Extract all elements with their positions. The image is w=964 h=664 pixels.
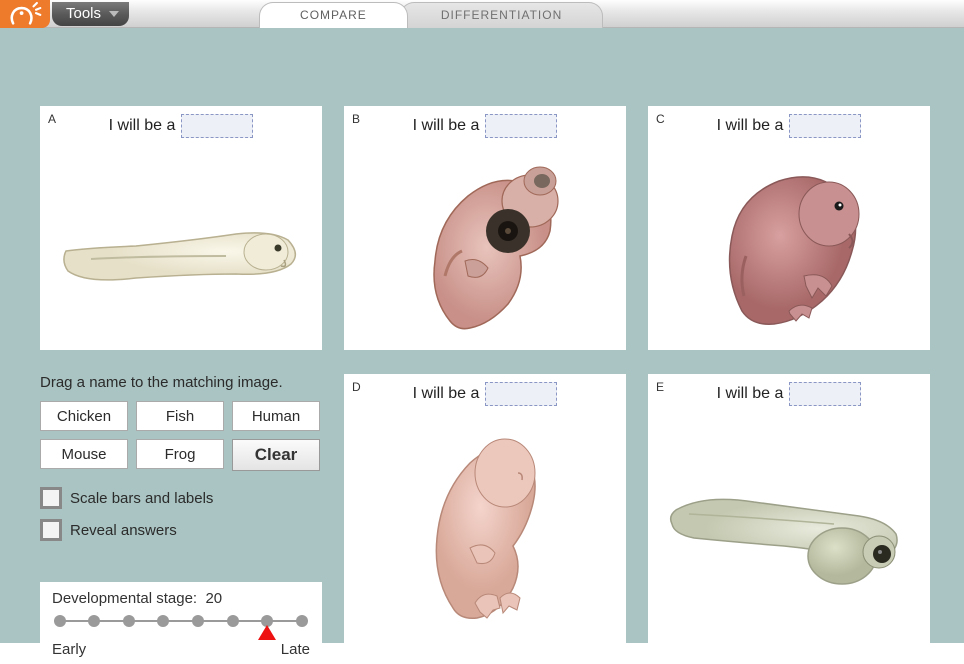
slider-tick (192, 615, 204, 627)
tools-menu-button[interactable]: Tools (52, 2, 129, 26)
dropzone-b[interactable] (485, 114, 557, 138)
controls-panel: Drag a name to the matching image. Chick… (40, 374, 322, 551)
dropzone-a[interactable] (181, 114, 253, 138)
workspace: A I will be a B I will be a (0, 28, 964, 643)
tab-bar: COMPARE DIFFERENTIATION (259, 0, 595, 28)
app-logo (0, 0, 50, 28)
panel-prompt: I will be a (109, 117, 176, 135)
slider-tick (296, 615, 308, 627)
tab-differentiation[interactable]: DIFFERENTIATION (400, 2, 603, 28)
panel-prompt: I will be a (413, 385, 480, 403)
developmental-stage-box: Developmental stage: 20 Early Late (40, 582, 322, 664)
dropzone-e[interactable] (789, 382, 861, 406)
slider-pointer[interactable] (258, 625, 276, 640)
embryo-image-a (56, 196, 306, 326)
tab-compare-label: COMPARE (300, 8, 367, 22)
slider-tick (157, 615, 169, 627)
embryo-panel-e: E I will be a (648, 374, 930, 650)
panel-prompt-row: I will be a (648, 114, 930, 138)
name-tile-mouse[interactable]: Mouse (40, 439, 128, 469)
slider-tick (123, 615, 135, 627)
slider-tick (88, 615, 100, 627)
stage-early-label: Early (52, 641, 86, 658)
tab-compare[interactable]: COMPARE (259, 2, 408, 28)
embryo-image-d (405, 418, 565, 638)
embryo-panel-b: B I will be a (344, 106, 626, 350)
stage-slider-track[interactable] (52, 611, 310, 631)
panel-prompt-row: I will be a (648, 382, 930, 406)
embryo-panel-d: D I will be a (344, 374, 626, 650)
embryo-image-e (664, 474, 914, 614)
embryo-image-c (694, 146, 884, 346)
stage-title-prefix: Developmental stage: (52, 590, 197, 607)
stage-value: 20 (205, 590, 222, 607)
chevron-down-icon (109, 11, 119, 17)
name-tile-frog[interactable]: Frog (136, 439, 224, 469)
scale-bars-row: Scale bars and labels (40, 487, 322, 509)
logo-icon (8, 1, 42, 27)
tab-differentiation-label: DIFFERENTIATION (441, 8, 562, 22)
name-tile-chicken[interactable]: Chicken (40, 401, 128, 431)
stage-title: Developmental stage: 20 (52, 590, 310, 607)
panel-prompt-row: I will be a (40, 114, 322, 138)
clear-button[interactable]: Clear (232, 439, 320, 471)
panel-prompt: I will be a (413, 117, 480, 135)
name-tile-human[interactable]: Human (232, 401, 320, 431)
tools-label: Tools (66, 5, 101, 22)
dropzone-c[interactable] (789, 114, 861, 138)
panel-prompt-row: I will be a (344, 114, 626, 138)
dropzone-d[interactable] (485, 382, 557, 406)
scale-bars-checkbox[interactable] (40, 487, 62, 509)
panel-prompt-row: I will be a (344, 382, 626, 406)
slider-tick (227, 615, 239, 627)
drag-instruction: Drag a name to the matching image. (40, 374, 322, 391)
panel-prompt: I will be a (717, 117, 784, 135)
embryo-panel-c: C I will be a (648, 106, 930, 350)
reveal-answers-checkbox[interactable] (40, 519, 62, 541)
top-toolbar: Tools COMPARE DIFFERENTIATION (0, 0, 964, 28)
name-tiles-grid: Chicken Fish Human Mouse Frog Clear (40, 401, 322, 471)
reveal-answers-label: Reveal answers (70, 522, 177, 539)
stage-late-label: Late (281, 641, 310, 658)
panel-prompt: I will be a (717, 385, 784, 403)
name-tile-fish[interactable]: Fish (136, 401, 224, 431)
embryo-panel-a: A I will be a (40, 106, 322, 350)
slider-tick (54, 615, 66, 627)
stage-endpoint-labels: Early Late (52, 641, 310, 658)
embryo-image-b (390, 146, 580, 346)
reveal-answers-row: Reveal answers (40, 519, 322, 541)
scale-bars-label: Scale bars and labels (70, 490, 213, 507)
